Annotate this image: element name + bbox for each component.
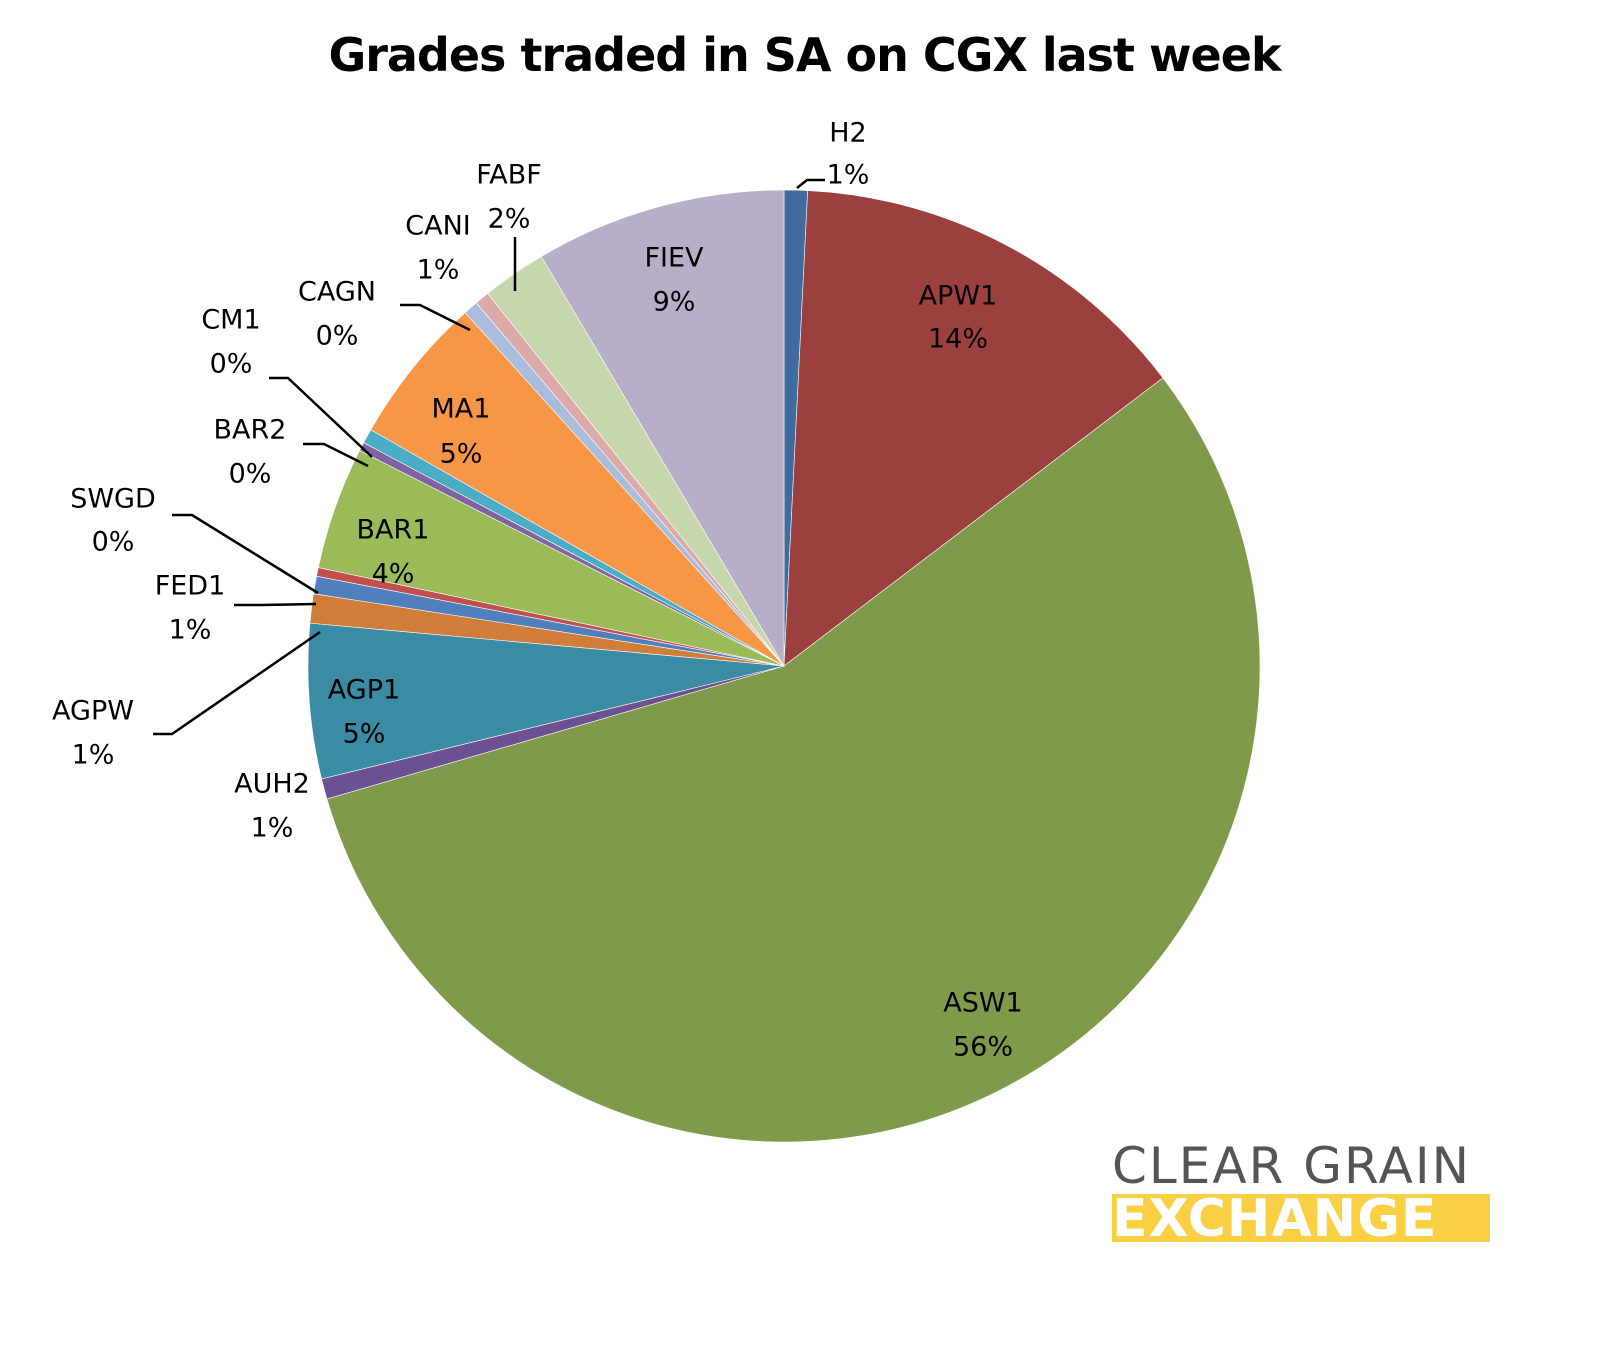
pie-slice-apw1 (783, 190, 1164, 667)
leader-line-cagn (400, 303, 471, 332)
data-label-pct-agp1: 5% (343, 719, 386, 750)
data-label-name-h2: H2 (829, 118, 866, 149)
leader-lines (153, 178, 825, 736)
data-label-pct-bar2: 0% (229, 459, 272, 490)
leader-line-fed1 (234, 602, 317, 607)
data-label-pct-agpw: 1% (72, 740, 115, 771)
data-label-name-bar1: BAR1 (357, 515, 430, 546)
chart-title: Grades traded in SA on CGX last week (328, 28, 1281, 82)
logo-line2: EXCHANGE (1112, 1194, 1490, 1242)
pie-slice-ma1 (370, 312, 785, 667)
data-label-pct-asw1: 56% (953, 1032, 1013, 1063)
data-label-name-swgd: SWGD (70, 484, 156, 515)
data-label-pct-ma1: 5% (440, 439, 483, 470)
data-label-pct-apw1: 14% (928, 324, 988, 355)
pie-slices (307, 189, 1261, 1143)
pie-slice-asw1 (326, 377, 1261, 1143)
data-label-name-apw1: APW1 (919, 281, 998, 312)
data-label-name-ma1: MA1 (432, 394, 491, 425)
data-label-name-bar2: BAR2 (214, 415, 287, 446)
leader-line-h2 (796, 178, 825, 189)
data-label-pct-h2: 1% (827, 160, 870, 191)
data-label-name-fabf: FABF (476, 160, 542, 191)
data-label-pct-auh2: 1% (251, 813, 294, 844)
data-label-pct-swgd: 0% (92, 527, 135, 558)
pie-slice-agp1 (307, 622, 785, 780)
data-labels: H2 1% APW1 14% ASW1 56% AUH2 1% AGP1 5% AGPW 1% FED1… (52, 118, 1023, 1063)
data-label-pct-bar1: 4% (372, 559, 415, 590)
data-label-name-cani: CANI (405, 211, 470, 242)
data-label-name-agpw: AGPW (52, 696, 134, 727)
data-label-name-asw1: ASW1 (943, 988, 1022, 1019)
data-label-pct-cm1: 0% (210, 349, 253, 380)
data-label-name-fiev: FIEV (644, 243, 704, 274)
clear-grain-exchange-logo: CLEAR GRAIN EXCHANGE (1112, 1138, 1490, 1242)
data-label-pct-cagn: 0% (316, 321, 359, 352)
data-label-pct-fabf: 2% (488, 204, 531, 235)
leader-line-swgd (172, 513, 319, 595)
data-label-pct-fed1: 1% (169, 615, 212, 646)
data-label-name-auh2: AUH2 (234, 769, 310, 800)
data-label-pct-fiev: 9% (653, 287, 696, 318)
leader-line-cm1 (269, 376, 373, 458)
data-label-name-cagn: CAGN (298, 277, 376, 308)
data-label-name-agp1: AGP1 (328, 675, 400, 706)
data-label-name-fed1: FED1 (155, 571, 226, 602)
data-label-name-cm1: CM1 (201, 305, 260, 336)
pie-slice-fiev (540, 189, 785, 668)
data-label-pct-cani: 1% (417, 255, 460, 286)
leader-line-agpw (153, 630, 321, 736)
logo-line1: CLEAR GRAIN (1112, 1137, 1472, 1195)
leader-line-bar2 (303, 442, 369, 468)
